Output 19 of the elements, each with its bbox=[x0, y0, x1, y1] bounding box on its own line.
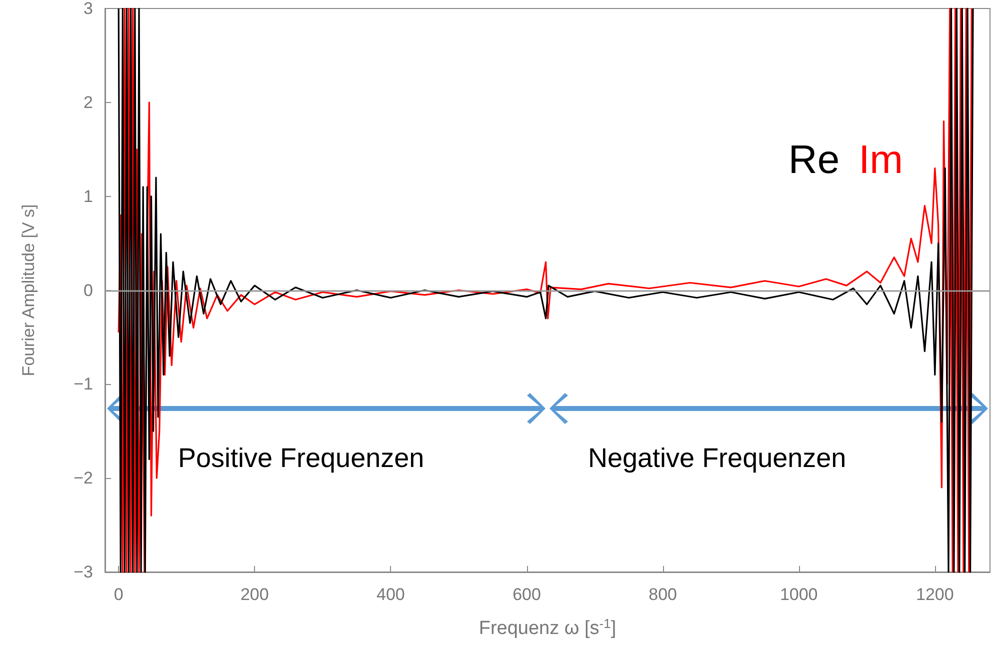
annotation: Positive Frequenzen bbox=[178, 443, 424, 474]
x-tick-label: 600 bbox=[512, 585, 541, 604]
y-tick-label: 0 bbox=[84, 280, 93, 300]
y-tick-label: 3 bbox=[84, 0, 93, 18]
y-axis-title: Fourier Amplitude [V s] bbox=[19, 204, 38, 376]
y-tick-label: 2 bbox=[84, 92, 93, 112]
y-tick-label: −3 bbox=[74, 562, 93, 582]
text: Re bbox=[788, 138, 840, 182]
y-tick-label: −2 bbox=[74, 468, 93, 488]
series-label: Im bbox=[858, 138, 904, 182]
x-tick-label: 800 bbox=[648, 585, 677, 604]
x-tick-label: 0 bbox=[114, 585, 124, 604]
x-tick-label: 200 bbox=[240, 585, 269, 604]
x-tick-label: 400 bbox=[376, 585, 405, 604]
x-tick-label: 1200 bbox=[916, 585, 954, 604]
x-tick-label: 1000 bbox=[780, 585, 818, 604]
y-tick-label: −1 bbox=[74, 374, 93, 394]
y-tick-label: 1 bbox=[84, 186, 93, 206]
annotation: Negative Frequenzen bbox=[588, 443, 846, 474]
